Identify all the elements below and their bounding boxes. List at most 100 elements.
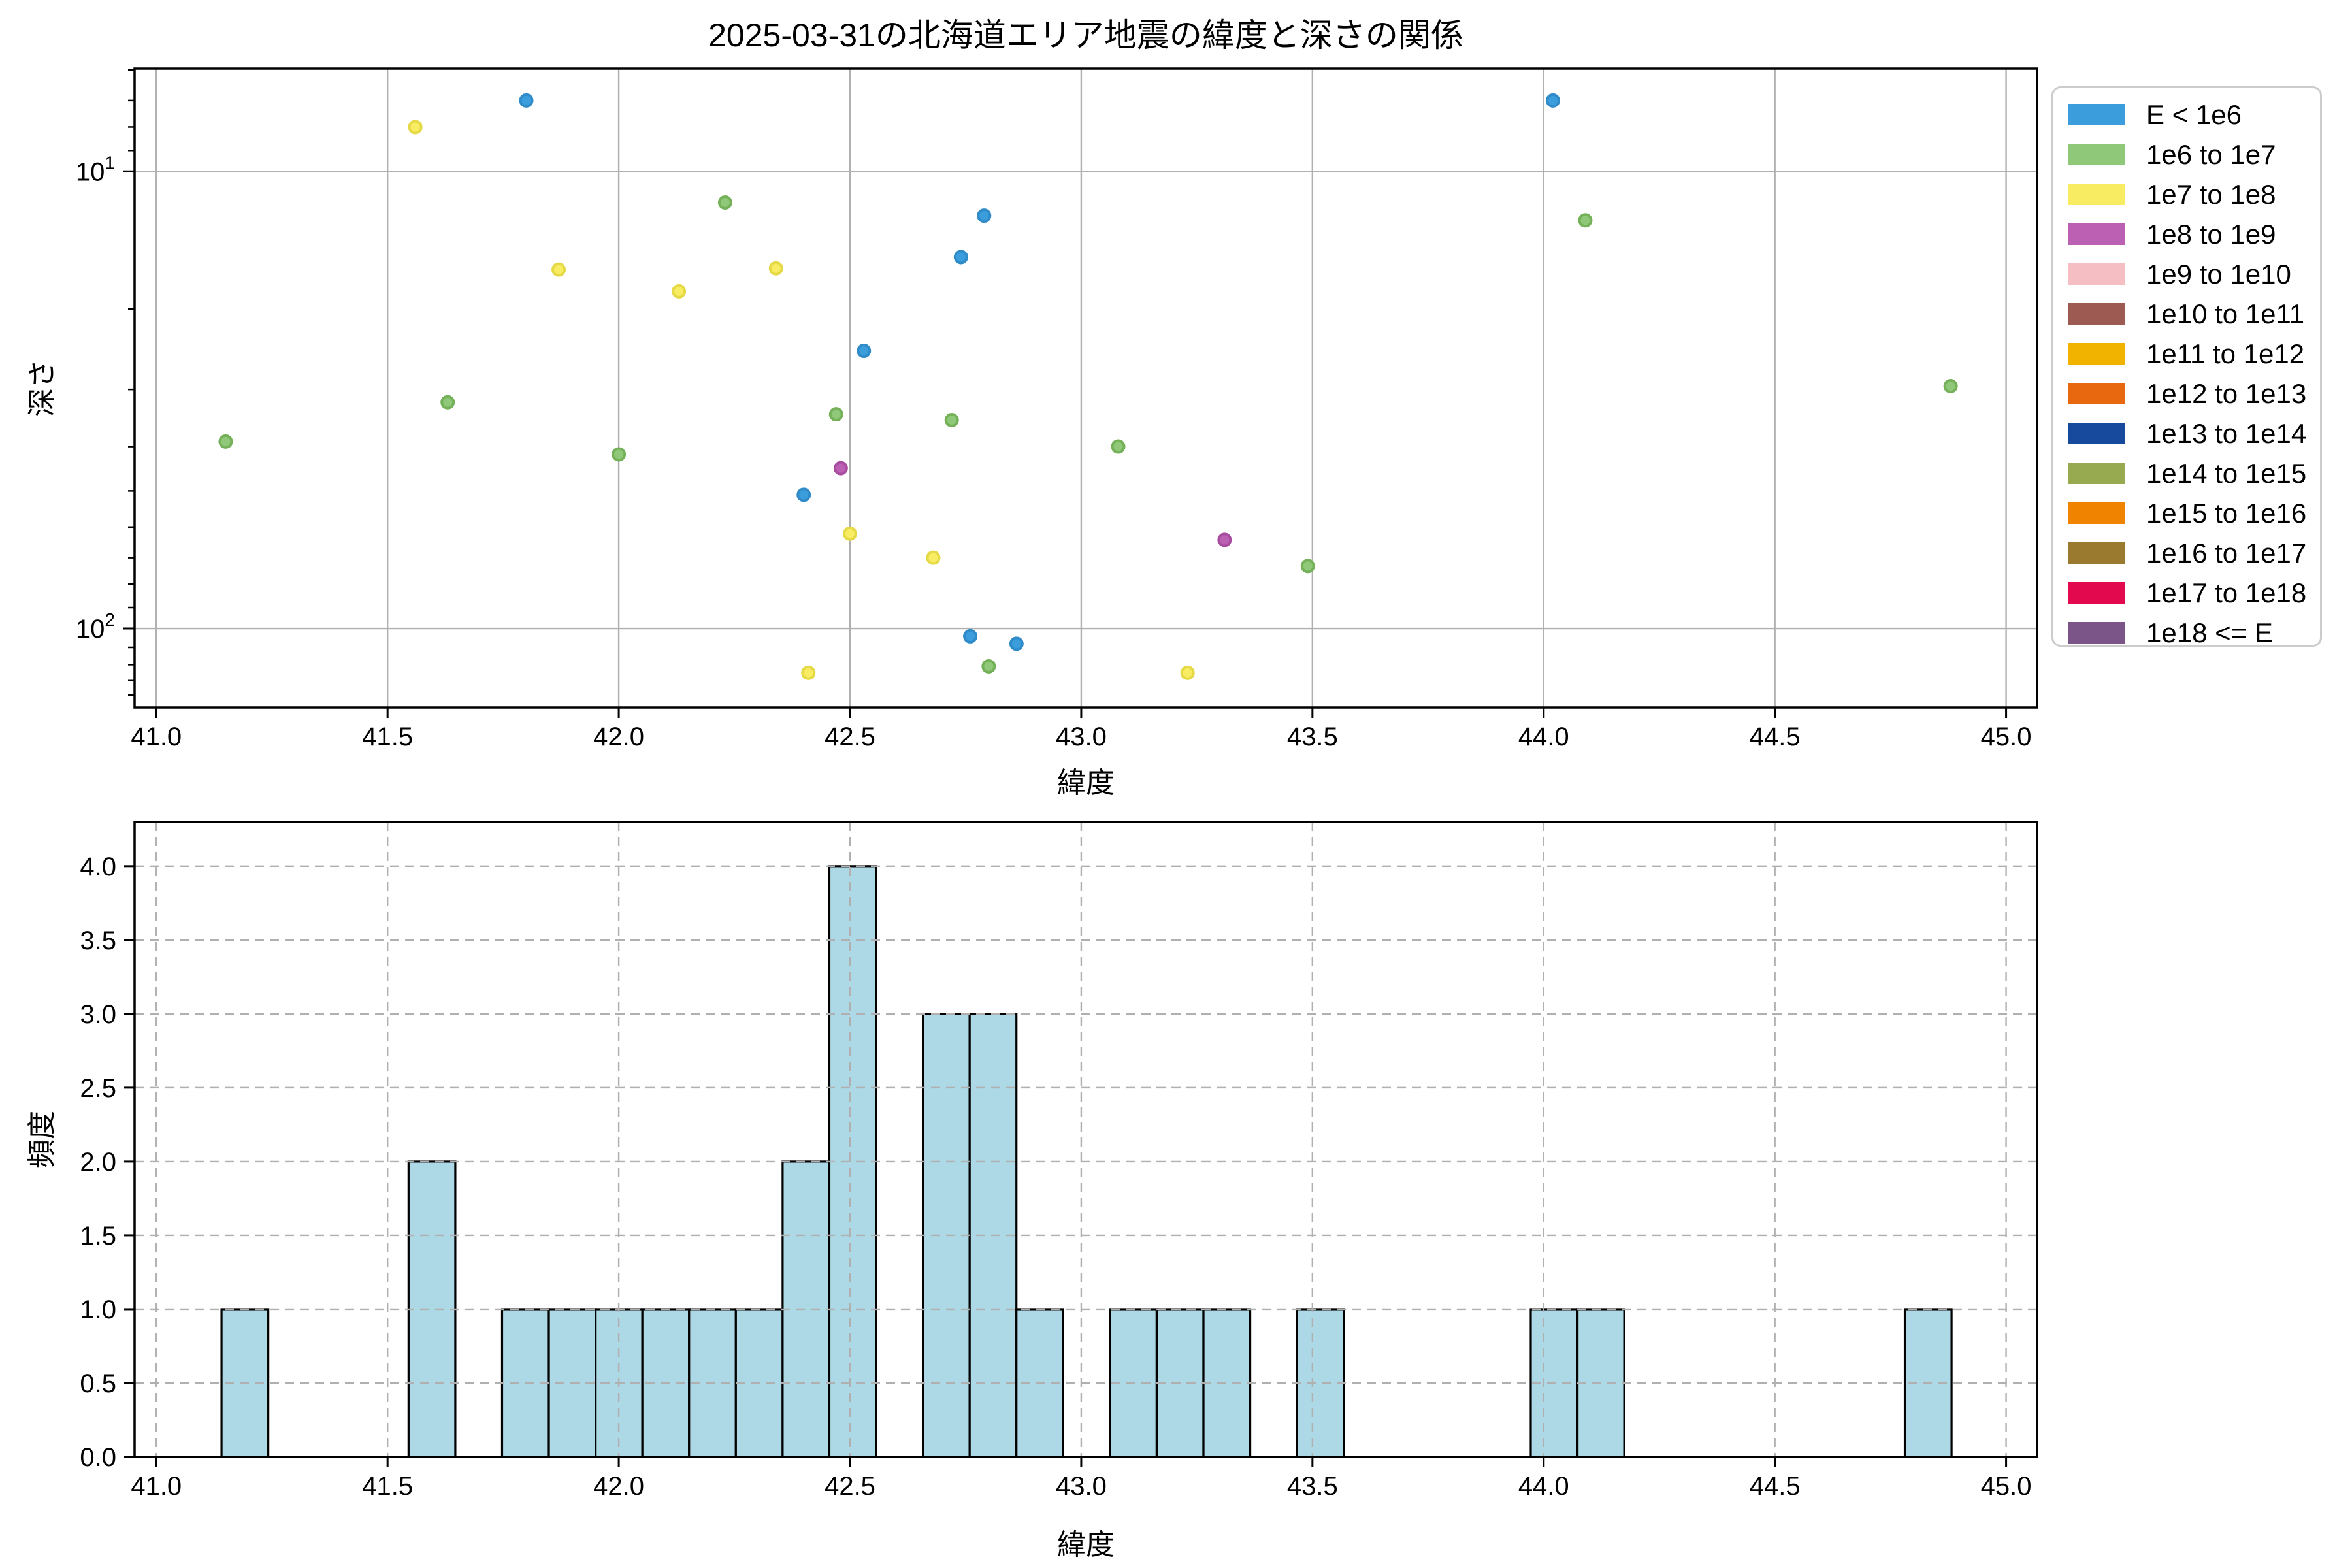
scatter-point	[953, 250, 968, 265]
scatter-point	[1300, 559, 1315, 574]
legend-swatch-icon	[2068, 343, 2125, 365]
scatter-x-tick-label: 41.0	[131, 723, 182, 751]
legend-label: 1e17 to 1e18	[2146, 577, 2307, 608]
legend-label: 1e15 to 1e16	[2146, 497, 2307, 529]
histogram-x-tick-label: 44.5	[1750, 1472, 1801, 1501]
legend-swatch-icon	[2068, 582, 2125, 604]
legend-label: 1e9 to 1e10	[2146, 258, 2291, 289]
legend-row: 1e6 to 1e7	[2053, 135, 2320, 174]
legend-label: 1e7 to 1e8	[2146, 178, 2276, 210]
scatter-point	[963, 629, 978, 644]
legend-row: 1e11 to 1e12	[2053, 334, 2320, 374]
legend-swatch-icon	[2068, 144, 2125, 165]
scatter-x-tick-label: 43.5	[1287, 723, 1338, 751]
legend-label: 1e18 <= E	[2146, 617, 2273, 648]
scatter-point	[857, 344, 872, 359]
histogram-x-tick-label: 43.0	[1056, 1472, 1107, 1501]
scatter-point	[828, 407, 843, 422]
histogram-bar	[407, 1160, 457, 1458]
legend-swatch-icon	[2068, 542, 2125, 564]
histogram-y-axis-label: 頻度	[26, 1111, 58, 1168]
scatter-point	[1217, 532, 1232, 547]
histogram-y-tick-label: 4.0	[80, 853, 116, 881]
scatter-x-tick-label: 41.5	[362, 723, 413, 751]
legend-label: E < 1e6	[2146, 99, 2242, 130]
scatter-x-tick-label: 42.5	[825, 723, 875, 751]
legend-label: 1e12 to 1e13	[2146, 378, 2307, 409]
legend-row: 1e16 to 1e17	[2053, 533, 2320, 573]
histogram-bar	[1296, 1308, 1345, 1458]
histogram-y-tick-label: 3.0	[80, 1000, 116, 1029]
legend-swatch-icon	[2068, 622, 2125, 644]
scatter-y-tick-label: 102	[76, 610, 115, 644]
scatter-x-tick-label: 42.0	[593, 723, 644, 751]
scatter-point	[768, 261, 783, 276]
legend-row: 1e10 to 1e11	[2053, 294, 2320, 334]
legend-swatch-icon	[2068, 502, 2125, 524]
scatter-point	[612, 447, 627, 462]
legend-row: 1e13 to 1e14	[2053, 414, 2320, 453]
legend-label: 1e6 to 1e7	[2146, 139, 2276, 170]
scatter-point	[801, 665, 816, 680]
page-title: 2025-03-31の北海道エリア地震の緯度と深さの関係	[708, 17, 1463, 54]
scatter-point	[944, 412, 959, 427]
legend-label: 1e8 to 1e9	[2146, 218, 2276, 250]
scatter-point	[1545, 93, 1560, 108]
histogram-y-tick-label: 2.5	[80, 1074, 116, 1103]
scatter-point	[1111, 439, 1126, 454]
legend-label: 1e16 to 1e17	[2146, 537, 2307, 568]
legend-label: 1e14 to 1e15	[2146, 457, 2307, 489]
scatter-x-tick-label: 44.5	[1750, 723, 1801, 751]
scatter-y-tick-label: 101	[76, 152, 115, 186]
legend: E < 1e6 1e6 to 1e7 1e7 to 1e8 1e8 to 1e9 1e9…	[2051, 86, 2322, 648]
legend-swatch-icon	[2068, 383, 2125, 404]
scatter-point	[717, 195, 732, 210]
legend-row: 1e15 to 1e16	[2053, 493, 2320, 533]
legend-swatch-icon	[2068, 463, 2125, 484]
legend-row: E < 1e6	[2053, 95, 2320, 135]
legend-label: 1e11 to 1e12	[2146, 338, 2305, 369]
scatter-point	[977, 208, 992, 223]
scatter-spine	[133, 67, 2038, 709]
histogram-y-tick-label: 0.0	[80, 1443, 116, 1472]
histogram-x-tick-label: 43.5	[1287, 1472, 1338, 1501]
legend-row: 1e9 to 1e10	[2053, 254, 2320, 294]
scatter-x-tick-label: 45.0	[1981, 723, 2032, 751]
scatter-point	[981, 659, 996, 674]
histogram-y-tick-label: 0.5	[80, 1369, 116, 1398]
legend-row: 1e17 to 1e18	[2053, 573, 2320, 613]
legend-row: 1e18 <= E	[2053, 613, 2320, 653]
legend-swatch-icon	[2068, 303, 2125, 325]
scatter-x-axis-label: 緯度	[1057, 767, 1115, 799]
legend-swatch-icon	[2068, 263, 2125, 285]
histogram-x-tick-label: 44.0	[1518, 1472, 1569, 1501]
scatter-point	[833, 461, 848, 476]
scatter-point	[926, 550, 941, 565]
legend-label: 1e10 to 1e11	[2146, 298, 2305, 329]
histogram-x-tick-label: 42.5	[825, 1472, 875, 1501]
legend-swatch-icon	[2068, 184, 2125, 205]
scatter-point	[843, 526, 858, 541]
scatter-point	[1578, 213, 1593, 228]
legend-row: 1e12 to 1e13	[2053, 374, 2320, 414]
scatter-x-tick-label: 44.0	[1518, 723, 1569, 751]
legend-row: 1e14 to 1e15	[2053, 453, 2320, 493]
histogram-y-tick-label: 2.0	[80, 1148, 116, 1177]
scatter-point	[408, 120, 423, 135]
legend-swatch-icon	[2068, 104, 2125, 125]
histogram-y-tick-label: 3.5	[80, 926, 116, 955]
scatter-point	[440, 395, 455, 410]
scatter-point	[551, 262, 566, 277]
scatter-point	[1943, 379, 1958, 394]
histogram-x-axis-label: 緯度	[1057, 1529, 1115, 1561]
scatter-point	[1009, 636, 1024, 651]
histogram-y-tick-label: 1.0	[80, 1296, 116, 1324]
histogram-x-tick-label: 42.0	[593, 1472, 644, 1501]
legend-row: 1e8 to 1e9	[2053, 214, 2320, 254]
histogram-x-tick-label: 45.0	[1981, 1472, 2032, 1501]
histogram-y-tick-label: 1.5	[80, 1222, 116, 1250]
scatter-y-axis-label: 深さ	[26, 359, 58, 417]
scatter-point	[796, 487, 811, 502]
